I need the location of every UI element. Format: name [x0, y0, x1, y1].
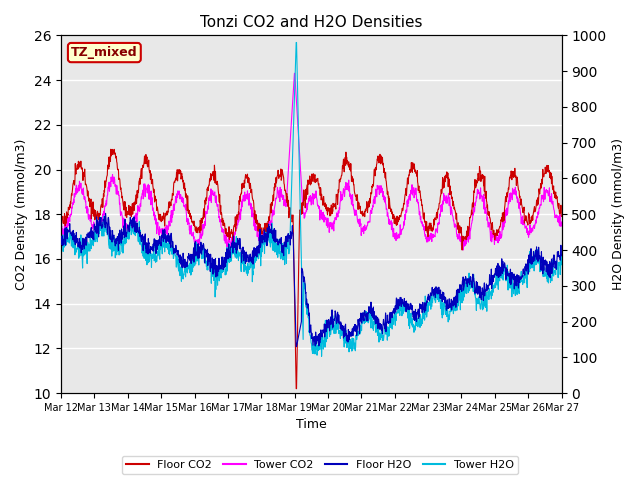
Text: TZ_mixed: TZ_mixed: [71, 46, 138, 59]
Y-axis label: CO2 Density (mmol/m3): CO2 Density (mmol/m3): [15, 139, 28, 290]
Legend: Floor CO2, Tower CO2, Floor H2O, Tower H2O: Floor CO2, Tower CO2, Floor H2O, Tower H…: [122, 456, 518, 474]
Title: Tonzi CO2 and H2O Densities: Tonzi CO2 and H2O Densities: [200, 15, 422, 30]
Y-axis label: H2O Density (mmol/m3): H2O Density (mmol/m3): [612, 138, 625, 290]
X-axis label: Time: Time: [296, 419, 326, 432]
